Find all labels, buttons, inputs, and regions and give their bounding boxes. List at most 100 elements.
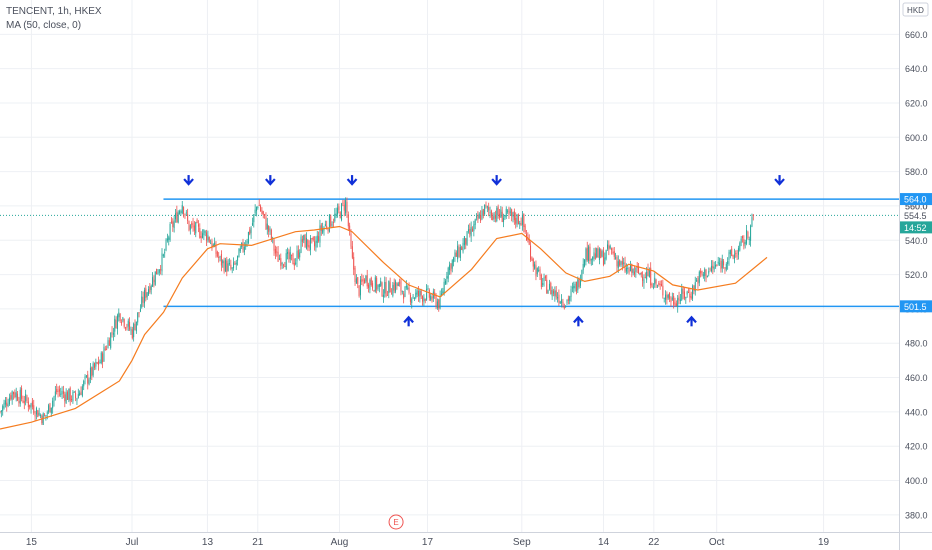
candle-body (207, 235, 209, 241)
candle-body (224, 259, 226, 272)
candle-body (578, 279, 580, 288)
candle-body (731, 248, 733, 256)
candle-body (733, 254, 735, 260)
candle-body (673, 296, 675, 305)
candle-body (605, 249, 607, 259)
candle-body (122, 317, 124, 321)
candle-body (57, 390, 59, 392)
candle-body (436, 301, 438, 309)
candle-body (92, 363, 94, 376)
candle-body (628, 269, 630, 273)
candle-body (442, 291, 444, 294)
countdown-label: 14:52 (904, 223, 927, 233)
candle-body (431, 296, 433, 301)
candle-body (242, 242, 244, 250)
symbol-title[interactable]: TENCENT, 1h, HKEX (6, 6, 102, 17)
candle-body (104, 348, 106, 350)
candle-body (281, 263, 283, 265)
candle-body (547, 290, 549, 294)
candle-body (146, 292, 148, 298)
candle-body (322, 228, 324, 233)
horizontal-levels[interactable] (0, 198, 899, 308)
candle-body (536, 268, 538, 275)
candle-body (324, 224, 326, 227)
candle-body (366, 275, 368, 287)
arrow-down-icon[interactable] (491, 175, 502, 186)
arrow-down-icon[interactable] (774, 175, 785, 186)
candle-body (175, 213, 176, 220)
x-tick-label: 13 (202, 537, 214, 548)
candle-body (493, 213, 495, 220)
candle-body (21, 388, 23, 399)
candle-body (0, 411, 1, 413)
candle-body (705, 269, 707, 279)
candle-body (415, 292, 417, 298)
candle-body (554, 290, 556, 296)
candle-body (27, 401, 29, 408)
y-tick-label: 520.0 (905, 270, 928, 280)
earnings-icon[interactable]: E (388, 514, 404, 530)
arrow-up-icon[interactable] (403, 315, 414, 327)
candle-body (515, 217, 517, 224)
candle-body (508, 208, 510, 215)
candle-body (143, 289, 145, 304)
candle-body (427, 288, 429, 290)
candle-body (289, 252, 291, 260)
candle-body (68, 388, 70, 400)
candle-body (647, 269, 649, 277)
arrow-up-icon[interactable] (573, 315, 584, 327)
candle-body (413, 297, 415, 299)
candle-body (685, 297, 687, 299)
candle-body (607, 244, 608, 249)
candle-body (347, 214, 349, 227)
candle-body (316, 235, 318, 243)
candle-body (397, 283, 399, 287)
candle-body (651, 283, 653, 288)
candle-body (420, 291, 422, 296)
candle-body (138, 312, 140, 314)
candle-body (681, 288, 683, 300)
candle-body (284, 266, 286, 268)
candle-body (629, 264, 631, 271)
candle-body (197, 224, 199, 227)
candle-body (172, 221, 174, 227)
candle-body (574, 284, 576, 289)
candle-body (683, 291, 685, 299)
y-tick-label: 600.0 (905, 133, 928, 143)
arrow-down-icon[interactable] (183, 175, 194, 186)
candle-body (258, 204, 260, 207)
arrow-head (346, 178, 358, 186)
candle-body (80, 391, 82, 395)
candle-body (127, 320, 129, 327)
candle-body (439, 296, 441, 309)
candle-body (181, 205, 183, 214)
candle-body (561, 299, 563, 304)
candle-body (227, 263, 229, 271)
candle-body (750, 225, 752, 241)
candle-body (364, 279, 365, 284)
candle-body (513, 211, 515, 221)
candle-body (53, 396, 55, 402)
candle-body (724, 267, 726, 269)
candle-body (208, 237, 210, 242)
candle-body (126, 326, 128, 328)
candle-body (129, 321, 131, 330)
annotation-arrows[interactable] (183, 175, 785, 327)
candle-body (477, 215, 479, 220)
candle-body (532, 259, 534, 267)
resistance-tag-bg (900, 193, 932, 206)
arrow-up-icon[interactable] (686, 315, 697, 327)
candle-body (231, 267, 233, 269)
candle-body (613, 251, 615, 257)
arrow-down-icon[interactable] (265, 175, 276, 186)
candle-body (103, 346, 105, 362)
candle-body (503, 218, 505, 222)
candle-body (285, 253, 287, 269)
candle-body (713, 266, 715, 270)
arrow-down-icon[interactable] (346, 175, 358, 186)
candle-body (327, 228, 329, 231)
indicator-label[interactable]: MA (50, close, 0) (6, 20, 82, 31)
candle-body (701, 270, 703, 275)
candle-body (73, 391, 75, 393)
